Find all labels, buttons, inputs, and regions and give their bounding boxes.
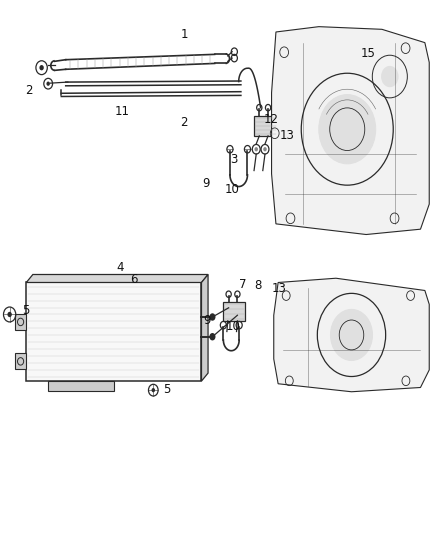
Text: 4: 4 bbox=[117, 261, 124, 274]
Polygon shape bbox=[15, 314, 26, 330]
Circle shape bbox=[254, 147, 258, 151]
Circle shape bbox=[39, 65, 44, 70]
Circle shape bbox=[209, 333, 215, 341]
Text: 6: 6 bbox=[130, 273, 138, 286]
Text: 9: 9 bbox=[203, 314, 211, 327]
Circle shape bbox=[330, 309, 372, 360]
Text: 1: 1 bbox=[180, 28, 188, 41]
Text: 13: 13 bbox=[272, 282, 287, 295]
Text: 11: 11 bbox=[115, 106, 130, 118]
Polygon shape bbox=[274, 278, 429, 392]
Text: 10: 10 bbox=[225, 183, 240, 196]
Polygon shape bbox=[15, 353, 26, 369]
Text: 7: 7 bbox=[239, 278, 247, 290]
Circle shape bbox=[209, 313, 215, 321]
Text: 5: 5 bbox=[22, 304, 29, 317]
Text: 15: 15 bbox=[360, 47, 375, 60]
Polygon shape bbox=[26, 274, 208, 282]
Circle shape bbox=[46, 82, 50, 86]
Circle shape bbox=[263, 147, 267, 151]
Polygon shape bbox=[48, 381, 114, 391]
Polygon shape bbox=[272, 27, 429, 235]
Circle shape bbox=[152, 388, 155, 392]
Polygon shape bbox=[201, 274, 208, 381]
Text: 13: 13 bbox=[279, 130, 294, 142]
Bar bbox=[223, 302, 245, 321]
Text: 12: 12 bbox=[264, 114, 279, 126]
Text: 3: 3 bbox=[231, 154, 238, 166]
Bar bbox=[254, 116, 277, 136]
Text: 8: 8 bbox=[255, 279, 262, 292]
Text: 9: 9 bbox=[202, 177, 210, 190]
Text: 2: 2 bbox=[25, 84, 32, 97]
Bar bbox=[26, 282, 201, 381]
Text: 10: 10 bbox=[226, 320, 241, 333]
Circle shape bbox=[7, 312, 12, 317]
Text: 2: 2 bbox=[180, 116, 188, 129]
Circle shape bbox=[319, 94, 376, 164]
Circle shape bbox=[381, 66, 399, 87]
Text: 5: 5 bbox=[163, 383, 170, 395]
